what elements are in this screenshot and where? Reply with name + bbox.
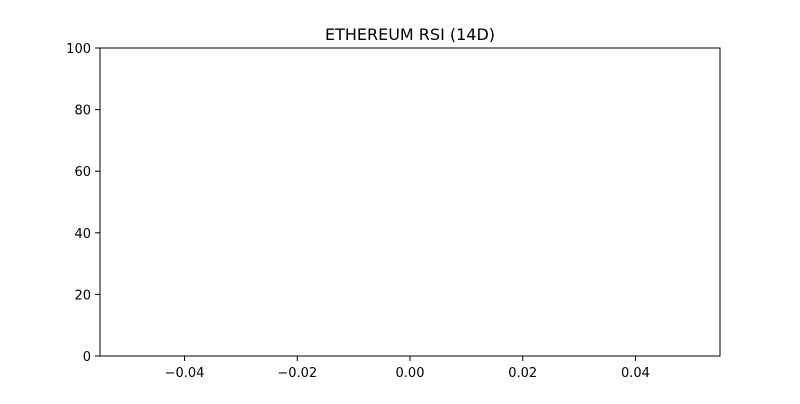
y-axis: 0 20 40 60 80 100 — [66, 42, 100, 365]
chart-title: ETHEREUM RSI (14D) — [325, 25, 495, 44]
x-tick-label: −0.04 — [165, 366, 205, 381]
x-axis: −0.04 −0.02 0.00 0.02 0.04 — [165, 356, 650, 381]
y-tick-label: 80 — [74, 104, 91, 119]
y-tick-label: 60 — [74, 165, 91, 180]
plot-area — [99, 47, 721, 357]
x-tick-label: −0.02 — [277, 366, 317, 381]
y-tick-label: 100 — [66, 42, 91, 57]
y-tick-label: 0 — [83, 350, 91, 365]
y-tick-label: 40 — [74, 227, 91, 242]
y-tick-label: 20 — [74, 288, 91, 303]
x-tick-label: 0.02 — [508, 366, 537, 381]
x-tick-label: 0.04 — [621, 366, 650, 381]
x-tick-label: 0.00 — [396, 366, 425, 381]
